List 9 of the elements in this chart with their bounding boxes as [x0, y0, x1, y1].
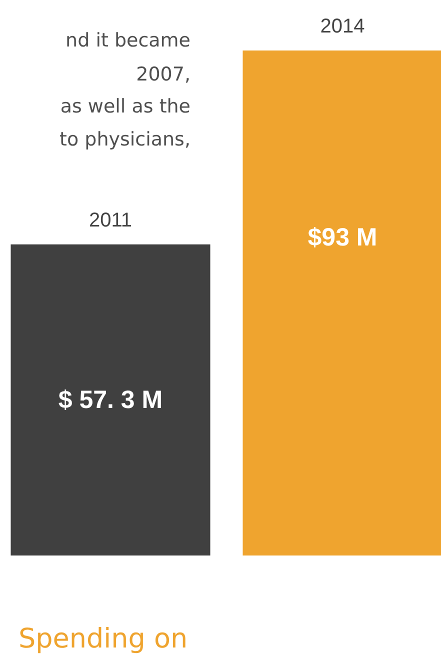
text: Spending on	[18, 624, 188, 654]
annotation: to physicians,	[60, 128, 191, 150]
annotation: 2007,	[136, 64, 191, 86]
data-label: $93 M	[308, 223, 378, 252]
data-label: $ 57. 3 M	[58, 386, 163, 414]
annotation: as well as the	[60, 96, 190, 118]
x-tick-label: 2011	[88, 209, 132, 232]
annotation: nd it became	[66, 30, 191, 52]
x-tick-label: 2014	[320, 16, 365, 38]
